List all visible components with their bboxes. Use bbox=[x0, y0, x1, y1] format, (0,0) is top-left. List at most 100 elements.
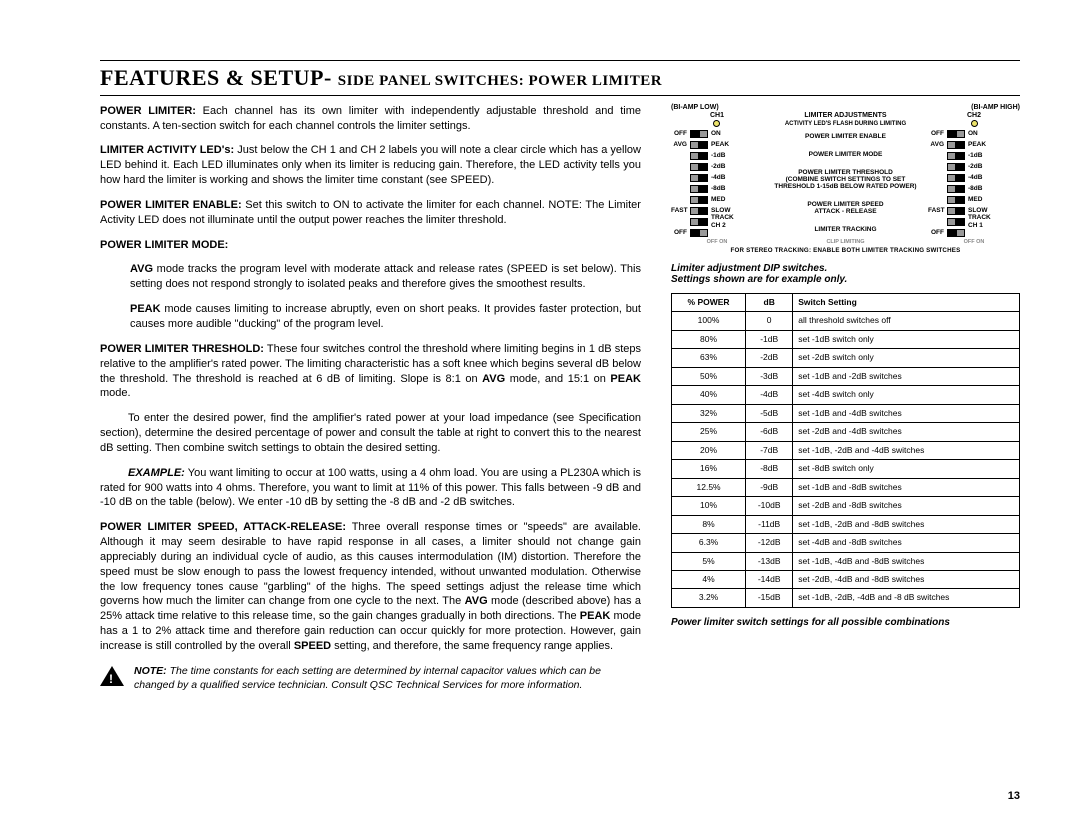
ch2-led-icon bbox=[971, 120, 978, 127]
table-cell: set -4dB and -8dB switches bbox=[793, 534, 1020, 552]
table-cell: -15dB bbox=[746, 589, 793, 607]
dip-bank-ch1: OFFONAVGPEAK-1dB-2dB-4dB-8dBMEDFASTSLOWT… bbox=[671, 128, 763, 238]
dip-switch bbox=[947, 196, 965, 204]
table-cell: 8% bbox=[671, 515, 745, 533]
dip-switch-row: -1dB bbox=[671, 150, 763, 161]
enable-label: POWER LIMITER ENABLE: bbox=[100, 199, 242, 211]
table-cell: set -8dB switch only bbox=[793, 460, 1020, 478]
table-cell: 50% bbox=[671, 367, 745, 385]
dip-switch bbox=[947, 229, 965, 237]
table-row: 20%-7dBset -1dB, -2dB and -4dB switches bbox=[671, 441, 1019, 459]
note-text: NOTE: The time constants for each settin… bbox=[134, 664, 641, 692]
avg-label: AVG bbox=[130, 263, 153, 275]
table-cell: -4dB bbox=[746, 386, 793, 404]
dip-switch-row: TRACK CH 2 bbox=[671, 216, 763, 227]
table-cell: -14dB bbox=[746, 570, 793, 588]
dip-switch-row: OFFON bbox=[928, 128, 1020, 139]
table-cell: 100% bbox=[671, 312, 745, 330]
dip-switch bbox=[947, 130, 965, 138]
table-row: 50%-3dBset -1dB and -2dB switches bbox=[671, 367, 1019, 385]
table-cell: set -1dB, -2dB and -4dB switches bbox=[793, 441, 1020, 459]
dip-switch-row: MED bbox=[671, 194, 763, 205]
dip-center-label: LIMITER TRACKING bbox=[767, 226, 924, 233]
ch2-label: CH2 bbox=[928, 112, 1020, 120]
dip-switch-row: -8dB bbox=[671, 183, 763, 194]
table-cell: set -1dB, -2dB and -8dB switches bbox=[793, 515, 1020, 533]
table-cell: 3.2% bbox=[671, 589, 745, 607]
table-header: dB bbox=[746, 293, 793, 311]
table-row: 16%-8dBset -8dB switch only bbox=[671, 460, 1019, 478]
dip-switch bbox=[690, 218, 708, 226]
warning-icon bbox=[100, 666, 124, 686]
table-cell: 5% bbox=[671, 552, 745, 570]
speed-label: POWER LIMITER SPEED, ATTACK-RELEASE: bbox=[100, 521, 346, 533]
dip-switch-row: -2dB bbox=[928, 161, 1020, 172]
table-cell: set -1dB switch only bbox=[793, 330, 1020, 348]
table-cell: set -2dB and -4dB switches bbox=[793, 423, 1020, 441]
dip-switch-row: AVGPEAK bbox=[671, 139, 763, 150]
table-cell: set -1dB, -4dB and -8dB switches bbox=[793, 552, 1020, 570]
dip-switch bbox=[690, 130, 708, 138]
spd4: setting, and therefore, the same frequen… bbox=[331, 640, 613, 652]
dip-switch bbox=[947, 185, 965, 193]
dip-bank-ch2: OFFONAVGPEAK-1dB-2dB-4dB-8dBMEDFASTSLOWT… bbox=[928, 128, 1020, 238]
table-row: 40%-4dBset -4dB switch only bbox=[671, 386, 1019, 404]
dip-switch-row: -8dB bbox=[928, 183, 1020, 194]
mode-header: POWER LIMITER MODE: bbox=[100, 239, 228, 251]
dip-switch-row: OFF bbox=[928, 227, 1020, 238]
dip-switch bbox=[947, 207, 965, 215]
bi-amp-low: (BI-AMP LOW) bbox=[671, 104, 719, 112]
dip-center-label: POWER LIMITER THRESHOLD(COMBINE SWITCH S… bbox=[767, 169, 924, 190]
table-row: 63%-2dBset -2dB switch only bbox=[671, 349, 1019, 367]
right-column: (BI-AMP LOW) (BI-AMP HIGH) CH1 LIMITER A… bbox=[671, 104, 1020, 693]
table-cell: -7dB bbox=[746, 441, 793, 459]
table-row: 5%-13dBset -1dB, -4dB and -8dB switches bbox=[671, 552, 1019, 570]
table-row: 25%-6dBset -2dB and -4dB switches bbox=[671, 423, 1019, 441]
dip-switch bbox=[947, 141, 965, 149]
table-cell: 12.5% bbox=[671, 478, 745, 496]
example-label: EXAMPLE: bbox=[128, 467, 185, 479]
header-sub: SIDE PANEL SWITCHES: POWER LIMITER bbox=[338, 73, 662, 89]
table-cell: -13dB bbox=[746, 552, 793, 570]
table-cell: set -4dB switch only bbox=[793, 386, 1020, 404]
dip-switch bbox=[947, 218, 965, 226]
avg-text: mode tracks the program level with moder… bbox=[130, 263, 641, 290]
table-cell: -9dB bbox=[746, 478, 793, 496]
table-cell: -5dB bbox=[746, 404, 793, 422]
table-row: 10%-10dBset -2dB and -8dB switches bbox=[671, 497, 1019, 515]
dip-switch bbox=[947, 152, 965, 160]
dip-switch bbox=[690, 196, 708, 204]
dip-switch-row: OFFON bbox=[671, 128, 763, 139]
table-row: 32%-5dBset -1dB and -4dB switches bbox=[671, 404, 1019, 422]
dip-switch bbox=[690, 229, 708, 237]
table-row: 3.2%-15dBset -1dB, -2dB, -4dB and -8 dB … bbox=[671, 589, 1019, 607]
table-row: 12.5%-9dBset -1dB and -8dB switches bbox=[671, 478, 1019, 496]
table-cell: set -2dB, -4dB and -8dB switches bbox=[793, 570, 1020, 588]
dip-center-label: POWER LIMITER SPEEDATTACK - RELEASE bbox=[767, 201, 924, 215]
table-header: % POWER bbox=[671, 293, 745, 311]
table-caption: Power limiter switch settings for all po… bbox=[671, 616, 1020, 630]
dip-switch-row: -4dB bbox=[928, 172, 1020, 183]
dip-switch bbox=[947, 174, 965, 182]
thr2: mode, and 15:1 on bbox=[505, 373, 610, 385]
dip-switch-row: MED bbox=[928, 194, 1020, 205]
thr4: To enter the desired power, find the amp… bbox=[100, 411, 641, 456]
table-cell: set -2dB switch only bbox=[793, 349, 1020, 367]
dip-switch-row: OFF bbox=[671, 227, 763, 238]
dip-switch bbox=[690, 141, 708, 149]
dip-switch bbox=[690, 163, 708, 171]
table-header: Switch Setting bbox=[793, 293, 1020, 311]
table-cell: all threshold switches off bbox=[793, 312, 1020, 330]
stereo-tracking-note: FOR STEREO TRACKING: ENABLE BOTH LIMITER… bbox=[671, 248, 1020, 255]
dip-caption: Limiter adjustment DIP switches. Setting… bbox=[671, 263, 1020, 285]
ch1-led-icon bbox=[713, 120, 720, 127]
peak-label: PEAK bbox=[130, 303, 161, 315]
activity-led-label: LIMITER ACTIVITY LED's: bbox=[100, 144, 234, 156]
dip-center-label: POWER LIMITER MODE bbox=[767, 151, 924, 158]
body-text-column: POWER LIMITER: Each channel has its own … bbox=[100, 104, 641, 693]
dip-switch-diagram: (BI-AMP LOW) (BI-AMP HIGH) CH1 LIMITER A… bbox=[671, 104, 1020, 285]
table-cell: 80% bbox=[671, 330, 745, 348]
dip-center-label: POWER LIMITER ENABLE bbox=[767, 133, 924, 140]
dip-switch bbox=[690, 207, 708, 215]
dip-switch-row: TRACK CH 1 bbox=[928, 216, 1020, 227]
